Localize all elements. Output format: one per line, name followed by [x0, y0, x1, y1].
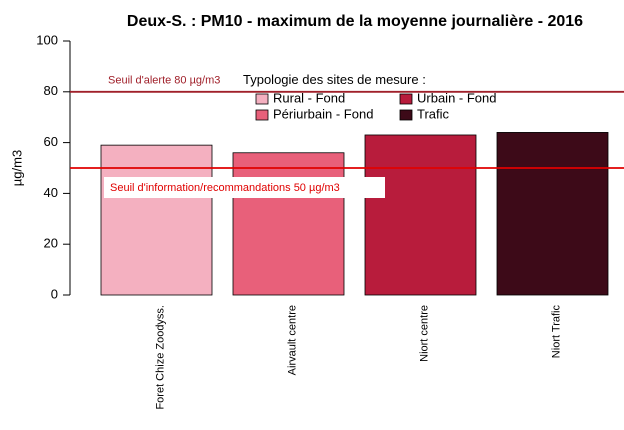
legend-title: Typologie des sites de mesure :: [243, 72, 426, 87]
bar: [364, 134, 477, 296]
bar: [496, 132, 609, 296]
y-tick-label: 60: [44, 134, 58, 149]
legend-swatch: [255, 93, 269, 105]
chart-title: Deux-S. : PM10 - maximum de la moyenne j…: [127, 13, 583, 30]
y-tick-label: 20: [44, 236, 58, 251]
x-tick-label: Airvault centre: [286, 305, 298, 375]
x-tick-label: Niort Trafic: [550, 305, 562, 359]
y-tick-label: 40: [44, 185, 58, 200]
legend-label: Trafic: [417, 106, 450, 121]
reference-label: Seuil d'alerte 80 µg/m3: [108, 75, 220, 87]
legend-swatch: [255, 109, 269, 121]
legend-label: Rural - Fond: [273, 90, 345, 105]
y-tick-label: 80: [44, 83, 58, 98]
legend-label: Urbain - Fond: [417, 90, 496, 105]
legend-label: Périurbain - Fond: [273, 106, 373, 121]
y-axis-label: µg/m3: [9, 150, 24, 186]
bar: [100, 144, 213, 296]
x-tick-label: Niort centre: [418, 305, 430, 362]
label-box: [104, 177, 385, 198]
legend-swatch: [399, 93, 413, 105]
bar: [232, 152, 345, 296]
legend-swatch: [399, 109, 413, 121]
reference-label: Seuil d'information/recommandations 50 µ…: [110, 182, 340, 194]
x-tick-label: Foret Chize Zoodyss.: [154, 305, 166, 410]
y-tick-label: 0: [51, 286, 58, 301]
y-tick-label: 100: [36, 32, 58, 47]
